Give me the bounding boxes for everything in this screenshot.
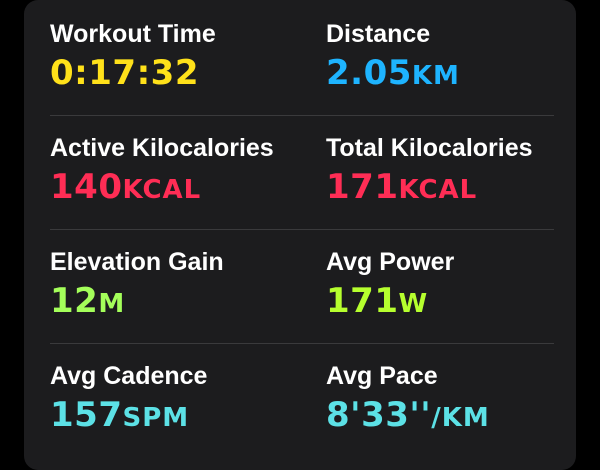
metric-label: Avg Power [326,248,455,276]
metrics-grid: Workout Time 0:17:32 Distance 2.05KM Act… [50,18,554,457]
metrics-row: Elevation Gain 12M Avg Power 171W [50,229,554,343]
metric-label: Distance [326,20,431,48]
metric-unit: M [98,289,126,319]
metric-value: 2.05KM [326,50,576,99]
metric-avg-cadence: Avg Cadence 157SPM [50,360,310,441]
metric-distance: Distance 2.05KM [326,18,576,99]
metric-label: Total Kilocalories [326,134,533,162]
metric-number: 0:17:32 [50,53,199,93]
metrics-row: Active Kilocalories 140KCAL Total Kiloca… [50,115,554,229]
metrics-row: Workout Time 0:17:32 Distance 2.05KM [50,18,554,115]
metric-value: 171KCAL [326,164,576,213]
workout-details-card: Workout Time 0:17:32 Distance 2.05KM Act… [24,0,576,470]
metric-label: Avg Cadence [50,362,208,390]
metrics-row: Avg Cadence 157SPM Avg Pace 8'33''/KM [50,343,554,457]
metric-value: 157SPM [50,392,310,441]
metric-unit: /KM [431,403,490,433]
metric-value: 171W [326,278,576,327]
metric-unit: SPM [122,403,190,433]
metric-label: Workout Time [50,20,216,48]
metric-elevation-gain: Elevation Gain 12M [50,246,310,327]
metric-number: 2.05 [326,53,412,93]
metric-value: 0:17:32 [50,50,310,99]
metric-unit: KCAL [398,175,478,205]
metric-unit: KM [411,61,460,91]
metric-number: 12 [50,281,99,321]
metric-label: Elevation Gain [50,248,224,276]
metric-workout-time: Workout Time 0:17:32 [50,18,310,99]
metric-label: Avg Pace [326,362,438,390]
metric-value: 140KCAL [50,164,310,213]
metric-value: 8'33''/KM [326,392,576,441]
metric-number: 171 [326,167,399,207]
metric-value: 12M [50,278,310,327]
metric-avg-power: Avg Power 171W [326,246,576,327]
metric-unit: KCAL [122,175,202,205]
metric-unit: W [398,289,429,319]
metric-total-kilocalories: Total Kilocalories 171KCAL [326,132,576,213]
metric-avg-pace: Avg Pace 8'33''/KM [326,360,576,441]
metric-label: Active Kilocalories [50,134,274,162]
metric-number: 157 [50,395,123,435]
metric-number: 8'33'' [326,395,432,435]
metric-active-kilocalories: Active Kilocalories 140KCAL [50,132,310,213]
metric-number: 140 [50,167,123,207]
metric-number: 171 [326,281,399,321]
